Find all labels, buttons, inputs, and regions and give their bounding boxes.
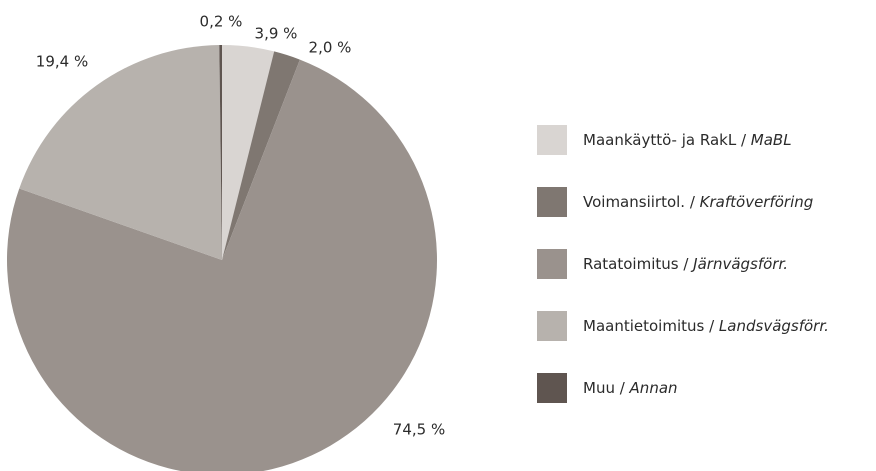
legend-swatch <box>537 125 567 155</box>
legend-label-part: Muu / <box>583 379 630 397</box>
pie-slice <box>19 45 222 261</box>
legend-label-part: Kraftöverföring <box>700 193 814 211</box>
pie-slice <box>222 45 275 260</box>
legend-swatch <box>537 187 567 217</box>
legend-label-part: Järnvägsförr. <box>690 255 788 273</box>
legend-label-part: Annan <box>629 379 678 397</box>
legend-label-part: Ratatoimitus / <box>583 255 693 273</box>
pie-slice <box>7 59 437 471</box>
legend-swatch <box>537 311 567 341</box>
legend-label-part: Voimansiirtol. / <box>583 193 700 211</box>
legend-label: Voimansiirtol. / Kraftöverföring <box>583 193 813 211</box>
data-label: 19,4 % <box>36 53 88 71</box>
legend-label-part: Maantietoimitus / <box>583 317 719 335</box>
legend-label: Ratatoimitus / Järnvägsförr. <box>583 255 788 273</box>
legend-swatch <box>537 249 567 279</box>
data-label: 0,2 % <box>200 13 243 31</box>
data-label: 2,0 % <box>309 39 352 57</box>
data-label: 3,9 % <box>255 25 298 43</box>
legend-label-part: Landsvägsförr. <box>719 317 829 335</box>
pie-slice <box>222 51 300 260</box>
legend-label: Maankäyttö- ja RakL / MaBL <box>583 131 792 149</box>
legend-label-part: Maankäyttö- ja RakL / <box>583 131 751 149</box>
legend-label-part: MaBL <box>751 131 792 149</box>
pie-slice <box>219 45 222 260</box>
legend-swatch <box>537 373 567 403</box>
legend-label: Muu / Annan <box>583 379 678 397</box>
legend-label: Maantietoimitus / Landsvägsförr. <box>583 317 829 335</box>
data-label: 74,5 % <box>393 421 445 439</box>
